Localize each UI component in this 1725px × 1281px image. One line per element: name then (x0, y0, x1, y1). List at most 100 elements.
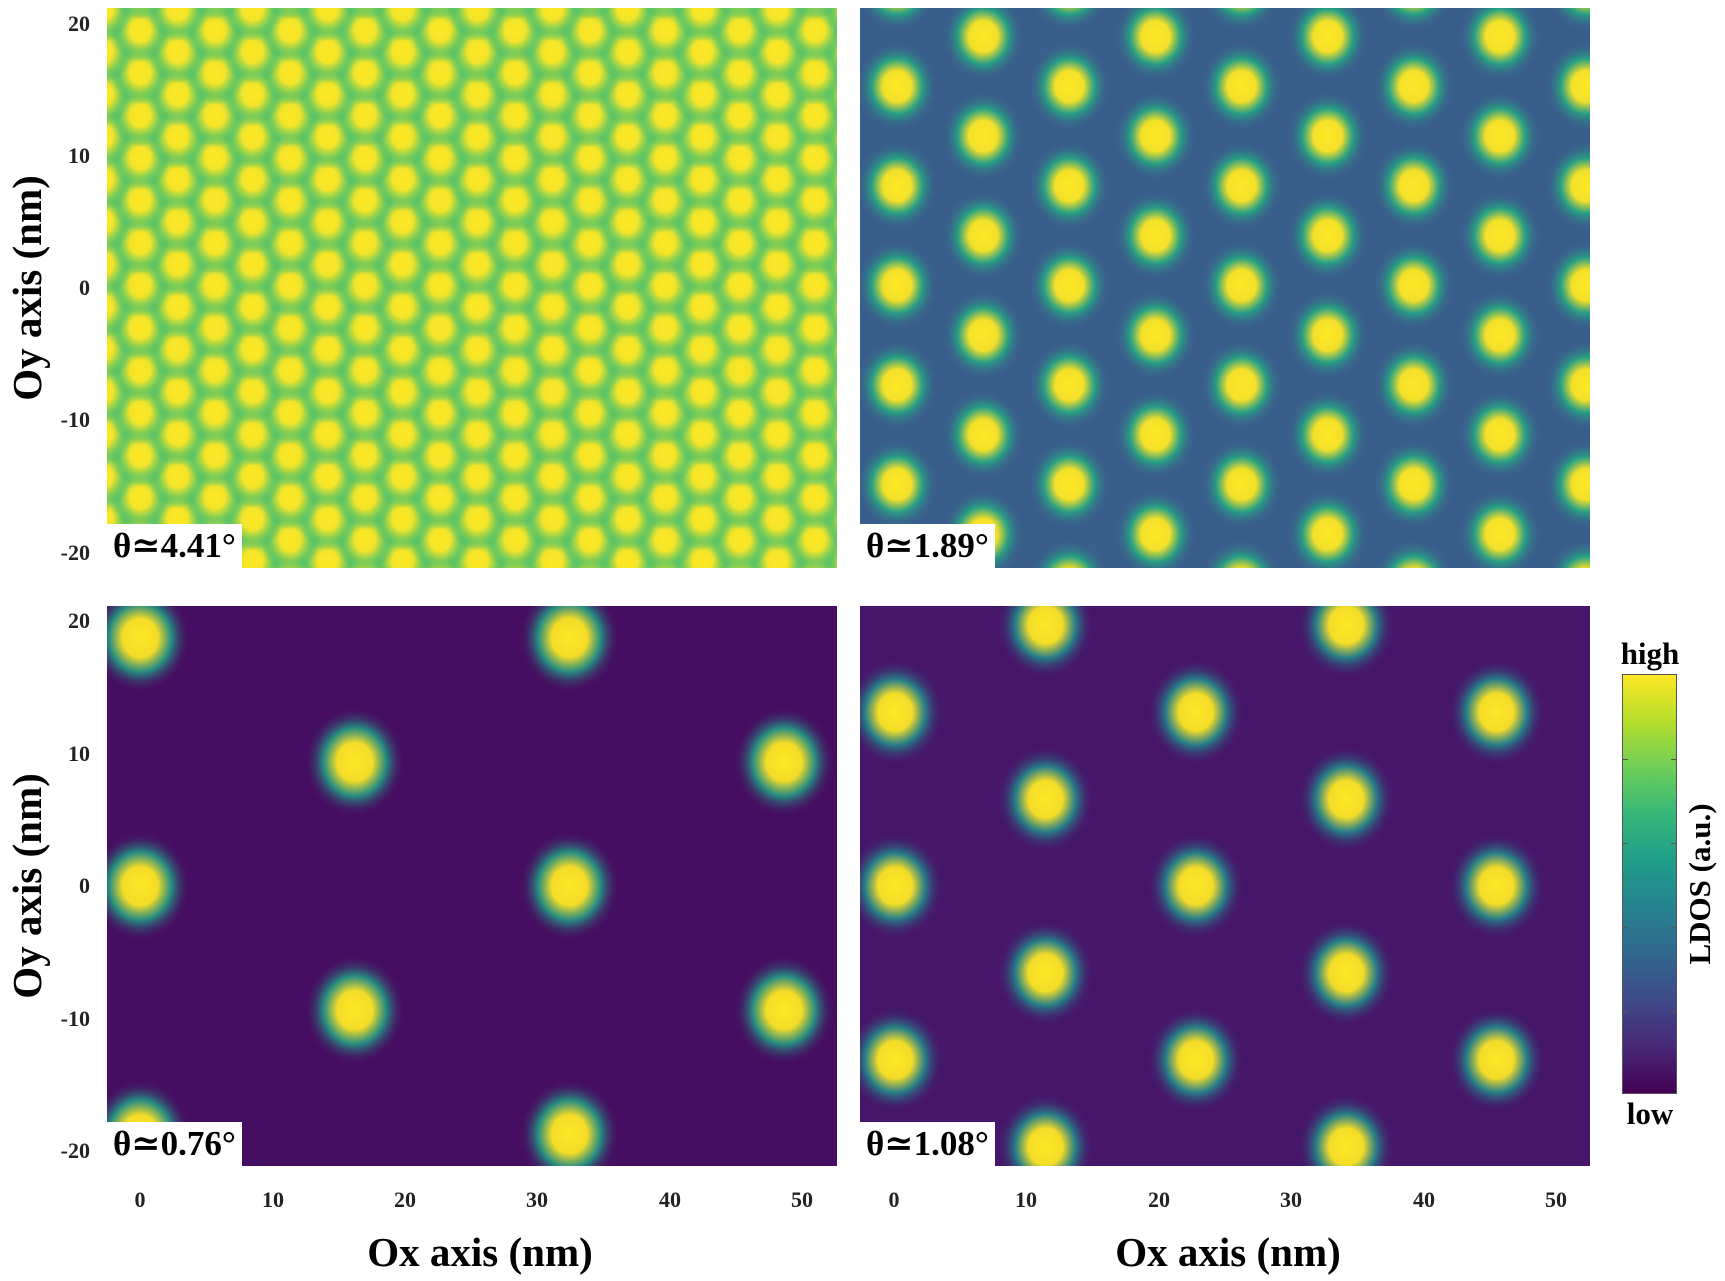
colorbar-tick (1623, 1011, 1628, 1012)
y-tick-label: -10 (60, 1006, 90, 1031)
ldos-peak (518, 1079, 621, 1166)
ldos-peak (1545, 41, 1590, 131)
colorbar-high-label: high (1620, 636, 1680, 671)
ldos-peak (117, 8, 163, 20)
twist-angle-label: θ≃4.41° (107, 524, 242, 568)
ldos-peak (1286, 191, 1369, 281)
ldos-peak (267, 8, 313, 20)
ldos-peak (792, 8, 837, 20)
twist-angle-label: θ≃1.08° (860, 1122, 995, 1166)
x-axis-label-right: Ox axis (nm) (1115, 1229, 1341, 1275)
ldos-peak (733, 706, 835, 818)
ldos-peak (1375, 539, 1453, 568)
ldos-peak (1545, 439, 1590, 529)
ldos-peak (1297, 919, 1395, 1026)
ldos-peak (304, 954, 406, 1066)
x-tick-label: 20 (394, 1187, 416, 1212)
ldos-peak (1203, 539, 1280, 568)
ldos-peak (942, 290, 1025, 380)
ldos-peak (1147, 1006, 1245, 1113)
x-tick-label: 10 (1015, 1187, 1037, 1212)
ldos-peak (1545, 340, 1590, 430)
ldos-peak (748, 8, 807, 42)
ldos-peak (1372, 439, 1455, 529)
ldos-peak (860, 659, 944, 766)
ldos-peak (567, 8, 613, 20)
ldos-peak (223, 8, 282, 42)
ldos-peak (673, 8, 732, 42)
ldos-peak (417, 8, 463, 20)
ldos-peak (1545, 240, 1590, 330)
x-tick-label: 10 (262, 1187, 284, 1212)
ldos-peak (342, 8, 388, 20)
ldos-peak (1372, 340, 1455, 430)
ldos-peak (1114, 191, 1197, 281)
ldos-peak (1114, 489, 1197, 568)
ldos-peak (860, 340, 939, 430)
ldos-peak (1114, 290, 1197, 380)
x-tick-label: 30 (526, 1187, 548, 1212)
heatmap-canvas (860, 8, 1590, 568)
ldos-peak (1458, 390, 1541, 480)
x-tick-label: 30 (1280, 1187, 1302, 1212)
y-axis-label-bottom: Oy axis (nm) (4, 773, 50, 999)
colorbar-tick (1671, 1011, 1676, 1012)
ldos-peak (1550, 8, 1590, 32)
ldos-peak (1447, 1006, 1546, 1113)
ldos-peak (1286, 8, 1369, 82)
x-tick-label: 40 (1413, 1187, 1435, 1212)
ldos-peak (1458, 489, 1541, 568)
ldos-peak (996, 919, 1095, 1026)
x-tick-label: 20 (1148, 1187, 1170, 1212)
ldos-peak (1297, 746, 1395, 853)
colorbar-tick (1623, 927, 1628, 928)
ldos-peak (1114, 390, 1197, 480)
y-tick-label: 20 (68, 608, 90, 633)
y-tick-label: -20 (60, 540, 90, 565)
colorbar-tick (1623, 843, 1628, 844)
ldos-peak (1205, 8, 1278, 32)
ldos-peak (1458, 91, 1541, 181)
colorbar (1622, 674, 1677, 1094)
colorbar-tick (1671, 843, 1676, 844)
ldos-peak (942, 91, 1025, 181)
ldos-peak (1458, 8, 1541, 82)
ldos-peak (1033, 8, 1106, 32)
ldos-peak (860, 833, 944, 939)
heatmap-canvas (860, 606, 1590, 1166)
ldos-peak (107, 8, 132, 41)
x-tick-label: 0 (888, 1187, 900, 1212)
ldos-peak (192, 8, 238, 20)
x-tick-label: 0 (134, 1187, 146, 1212)
y-tick-label: -10 (60, 407, 90, 432)
ldos-peak (148, 8, 207, 42)
ldos-peak (860, 41, 939, 131)
ldos-peak (518, 830, 621, 942)
colorbar-low-label: low (1626, 1096, 1674, 1131)
ldos-peak (717, 8, 763, 20)
ldos-peak (1031, 539, 1108, 568)
ldos-peak (1147, 659, 1245, 766)
ldos-peak (1458, 290, 1541, 380)
ldos-peak (1200, 439, 1283, 529)
ldos-peak (1286, 489, 1369, 568)
ldos-peak (942, 8, 1025, 82)
heatmap-canvas (107, 8, 837, 568)
y-tick-label: 0 (79, 873, 90, 898)
ldos-peak (304, 706, 406, 818)
ldos-map-theta-4-41: θ≃4.41° (107, 8, 837, 568)
colorbar-title: LDOS (a.u.) (1682, 803, 1717, 965)
colorbar-tick (1671, 759, 1676, 760)
y-axis-label-top: Oy axis (nm) (4, 175, 50, 401)
x-tick-label: 50 (1545, 1187, 1567, 1212)
ldos-peak (1028, 240, 1111, 330)
ldos-peak (1028, 41, 1111, 131)
twist-angle-label: θ≃0.76° (107, 1122, 242, 1166)
y-tick-label: 10 (68, 741, 90, 766)
y-tick-label: 0 (79, 275, 90, 300)
ldos-peak (733, 954, 835, 1066)
ldos-peak (860, 439, 939, 529)
ldos-peak (642, 8, 688, 20)
ldos-peak (996, 746, 1095, 853)
ldos-peak (1028, 141, 1111, 231)
